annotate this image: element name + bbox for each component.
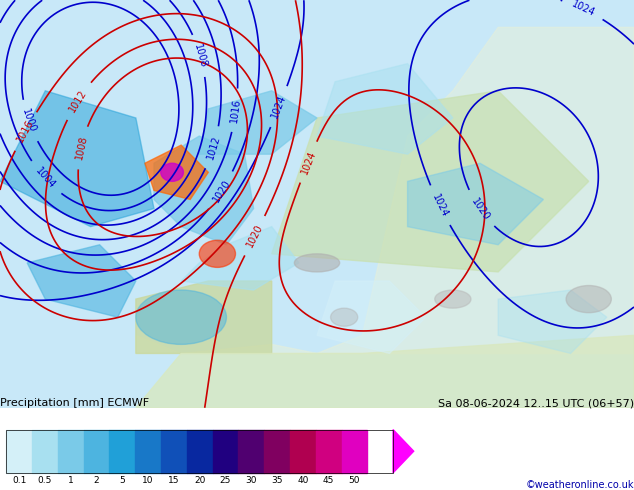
Polygon shape [27, 245, 136, 317]
Text: 30: 30 [245, 476, 257, 486]
Polygon shape [199, 91, 317, 154]
Bar [264, 430, 290, 473]
Ellipse shape [435, 290, 471, 308]
Text: 50: 50 [349, 476, 360, 486]
Polygon shape [136, 335, 634, 408]
Polygon shape [272, 91, 589, 272]
Text: 1024: 1024 [270, 94, 288, 120]
Bar [187, 430, 212, 473]
Text: 15: 15 [168, 476, 179, 486]
Polygon shape [317, 281, 425, 353]
Bar [110, 430, 135, 473]
Text: 1020: 1020 [245, 222, 265, 249]
Text: ©weatheronline.co.uk: ©weatheronline.co.uk [526, 480, 634, 490]
Polygon shape [154, 136, 254, 245]
Bar [58, 430, 84, 473]
Polygon shape [317, 64, 453, 154]
Polygon shape [145, 145, 209, 199]
Text: 1020: 1020 [211, 177, 233, 204]
Ellipse shape [199, 240, 235, 268]
Text: Precipitation [mm] ECMWF: Precipitation [mm] ECMWF [0, 398, 149, 408]
Bar [6, 430, 32, 473]
Text: Sa 08-06-2024 12..15 UTC (06+57): Sa 08-06-2024 12..15 UTC (06+57) [438, 398, 634, 408]
Text: 1: 1 [68, 476, 74, 486]
Text: 1016: 1016 [230, 98, 242, 123]
Text: 20: 20 [194, 476, 205, 486]
Text: 5: 5 [119, 476, 126, 486]
Bar [316, 430, 342, 473]
Ellipse shape [566, 286, 611, 313]
Text: 25: 25 [220, 476, 231, 486]
Text: 1024: 1024 [430, 192, 450, 219]
Text: 1020: 1020 [469, 196, 491, 222]
Bar [135, 430, 161, 473]
Text: 1008: 1008 [74, 135, 89, 161]
Bar [161, 430, 187, 473]
Text: 0.5: 0.5 [38, 476, 52, 486]
Polygon shape [0, 91, 154, 227]
Polygon shape [0, 0, 634, 408]
Text: 35: 35 [271, 476, 283, 486]
Ellipse shape [330, 308, 358, 326]
Bar [238, 430, 264, 473]
Text: 1004: 1004 [34, 166, 57, 191]
Polygon shape [136, 27, 634, 353]
Text: 1024: 1024 [570, 0, 597, 19]
Ellipse shape [294, 254, 340, 272]
Text: 1012: 1012 [205, 134, 222, 161]
Bar [6, 430, 393, 473]
Bar [290, 430, 316, 473]
Bar [32, 430, 58, 473]
Polygon shape [393, 430, 414, 473]
Text: 1012: 1012 [67, 88, 89, 114]
Text: 1024: 1024 [299, 149, 318, 175]
Polygon shape [136, 281, 272, 353]
Text: 1016: 1016 [15, 118, 36, 145]
Polygon shape [498, 290, 607, 353]
Text: 2: 2 [94, 476, 100, 486]
Bar [212, 430, 238, 473]
Text: 45: 45 [323, 476, 334, 486]
Ellipse shape [136, 290, 226, 344]
Text: 1008: 1008 [192, 42, 208, 69]
Text: 10: 10 [143, 476, 154, 486]
Bar [84, 430, 110, 473]
Text: 0.1: 0.1 [12, 476, 27, 486]
Text: 1000: 1000 [20, 108, 37, 134]
Text: 40: 40 [297, 476, 309, 486]
Bar [342, 430, 367, 473]
Polygon shape [408, 163, 543, 245]
Ellipse shape [161, 163, 183, 181]
Polygon shape [181, 227, 299, 290]
